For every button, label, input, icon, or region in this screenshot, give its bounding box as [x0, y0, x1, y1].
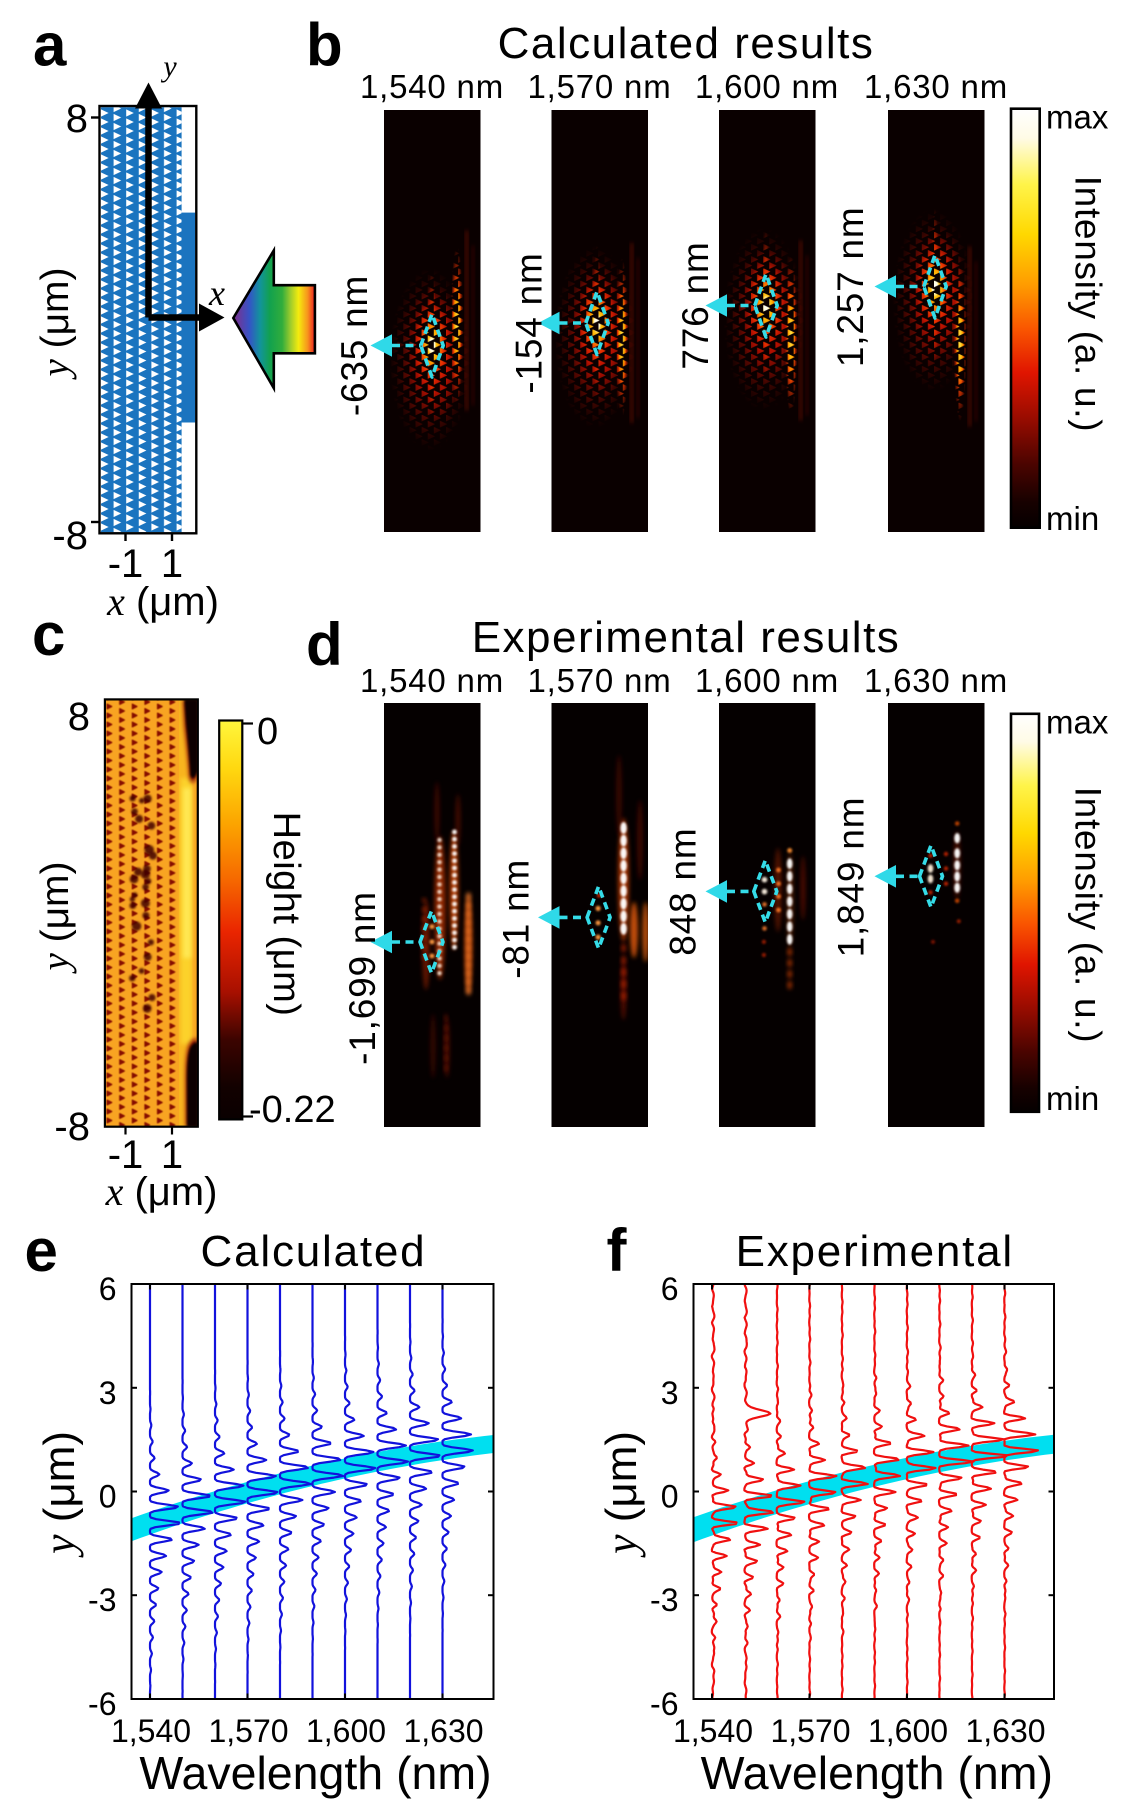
svg-text:-8: -8 [54, 1105, 90, 1149]
svg-text:Experimental results: Experimental results [472, 613, 901, 662]
svg-text:x (μm): x (μm) [106, 579, 219, 624]
svg-text:max: max [1046, 704, 1109, 741]
svg-text:1,570: 1,570 [208, 1713, 288, 1749]
svg-text:y (μm): y (μm) [34, 267, 77, 380]
svg-text:3: 3 [99, 1375, 117, 1411]
svg-text:y (μm): y (μm) [597, 1431, 646, 1558]
svg-text:Calculated results: Calculated results [498, 19, 875, 68]
svg-text:x (μm): x (μm) [105, 1169, 218, 1214]
svg-text:-635 nm: -635 nm [334, 275, 375, 416]
svg-text:-3: -3 [88, 1582, 116, 1618]
svg-text:1,540: 1,540 [111, 1713, 191, 1749]
svg-text:-81 nm: -81 nm [496, 859, 537, 979]
svg-text:Experimental: Experimental [736, 1227, 1014, 1276]
svg-text:1,570: 1,570 [770, 1713, 850, 1749]
svg-text:a: a [33, 12, 67, 79]
svg-text:d: d [306, 611, 343, 678]
svg-text:f: f [607, 1217, 628, 1284]
svg-text:776 nm: 776 nm [675, 241, 716, 369]
svg-text:6: 6 [99, 1271, 117, 1307]
svg-text:1,630: 1,630 [965, 1713, 1045, 1749]
svg-text:Intensity (a. u.): Intensity (a. u.) [1068, 787, 1109, 1044]
svg-text:-8: -8 [52, 514, 88, 558]
svg-text:Calculated: Calculated [201, 1227, 427, 1276]
svg-text:Intensity (a. u.): Intensity (a. u.) [1068, 176, 1109, 433]
svg-text:1,257 nm: 1,257 nm [830, 206, 871, 367]
svg-text:1,630: 1,630 [403, 1713, 483, 1749]
svg-text:Height (μm): Height (μm) [265, 812, 307, 1017]
svg-text:-6: -6 [650, 1686, 678, 1722]
svg-text:-3: -3 [650, 1582, 678, 1618]
svg-text:848 nm: 848 nm [663, 827, 704, 955]
svg-text:Wavelength (nm): Wavelength (nm) [139, 1747, 491, 1799]
svg-text:b: b [306, 12, 343, 79]
svg-text:8: 8 [66, 97, 88, 141]
svg-text:min: min [1046, 1080, 1099, 1117]
svg-text:-0.22: -0.22 [249, 1089, 336, 1131]
svg-text:1: 1 [161, 1133, 183, 1177]
svg-text:y (μm): y (μm) [34, 861, 77, 974]
svg-text:3: 3 [661, 1375, 679, 1411]
svg-text:1,600 nm: 1,600 nm [695, 662, 839, 699]
svg-text:1: 1 [161, 542, 183, 586]
svg-text:1,600 nm: 1,600 nm [695, 68, 839, 105]
svg-text:-6: -6 [88, 1686, 116, 1722]
svg-text:1,630 nm: 1,630 nm [864, 68, 1008, 105]
svg-text:1,570 nm: 1,570 nm [528, 662, 672, 699]
svg-text:1,540 nm: 1,540 nm [360, 68, 504, 105]
svg-text:x: x [208, 273, 225, 313]
svg-text:1,849 nm: 1,849 nm [831, 797, 872, 958]
svg-text:-1,699 nm: -1,699 nm [342, 891, 383, 1065]
svg-text:-1: -1 [108, 1133, 144, 1177]
svg-text:y: y [160, 50, 177, 83]
svg-text:min: min [1046, 500, 1099, 537]
svg-text:1,600: 1,600 [868, 1713, 948, 1749]
svg-text:y (μm): y (μm) [35, 1431, 84, 1558]
svg-text:8: 8 [68, 695, 90, 739]
svg-text:c: c [32, 601, 65, 668]
svg-text:-1: -1 [108, 542, 144, 586]
svg-text:1,630 nm: 1,630 nm [864, 662, 1008, 699]
svg-text:-154 nm: -154 nm [509, 252, 550, 393]
svg-text:6: 6 [661, 1271, 679, 1307]
svg-text:1,600: 1,600 [306, 1713, 386, 1749]
svg-text:Wavelength (nm): Wavelength (nm) [701, 1747, 1053, 1799]
svg-text:0: 0 [257, 711, 278, 753]
svg-text:0: 0 [661, 1479, 679, 1515]
svg-text:1,540 nm: 1,540 nm [360, 662, 504, 699]
svg-text:max: max [1046, 99, 1109, 136]
svg-text:1,570 nm: 1,570 nm [528, 68, 672, 105]
svg-text:1,540: 1,540 [673, 1713, 753, 1749]
svg-text:e: e [25, 1217, 58, 1284]
svg-text:0: 0 [99, 1479, 117, 1515]
